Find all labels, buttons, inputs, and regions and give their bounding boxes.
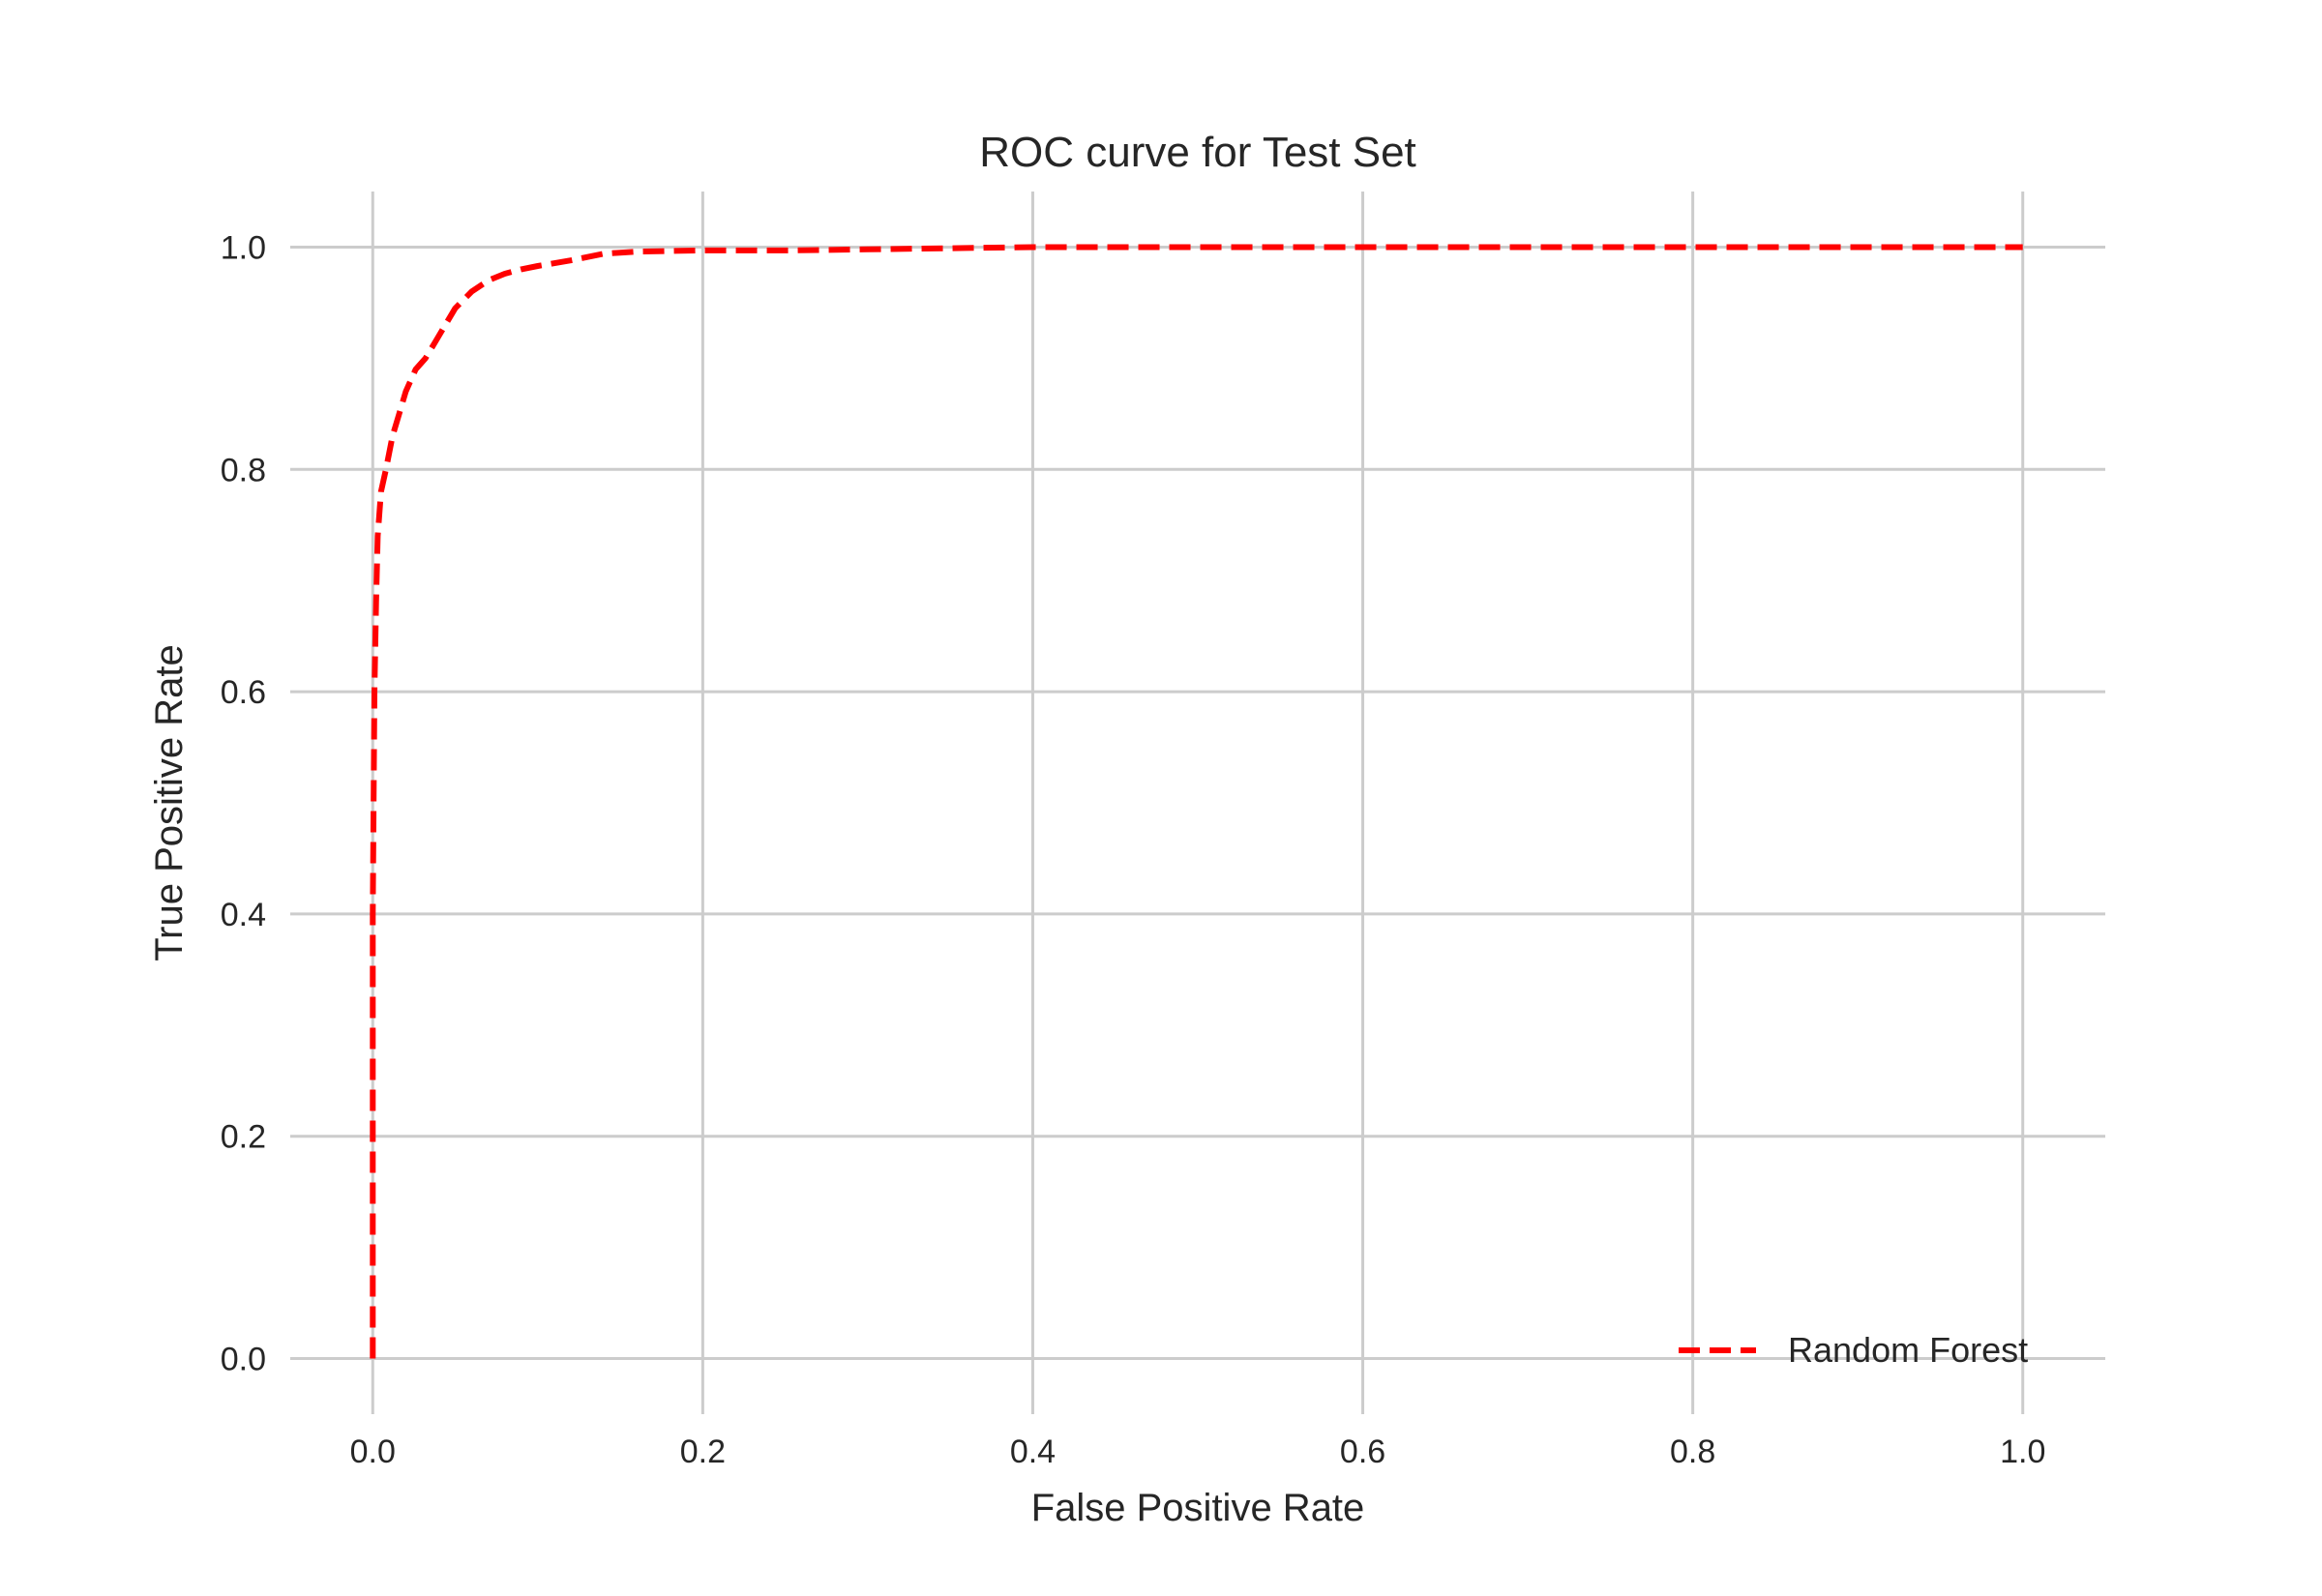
x-tick-label: 0.4	[1010, 1433, 1056, 1470]
legend-label: Random Forest	[1788, 1330, 2028, 1370]
x-axis-label: False Positive Rate	[1031, 1487, 1365, 1529]
x-tick-label: 0.8	[1670, 1433, 1715, 1470]
x-tick-label: 0.2	[680, 1433, 726, 1470]
y-tick-label: 1.0	[221, 229, 266, 266]
y-tick-label: 0.4	[221, 897, 266, 933]
y-axis-label: True Positive Rate	[148, 644, 191, 961]
series-layer	[370, 244, 2023, 1359]
y-tick-label: 0.2	[221, 1119, 266, 1156]
vertical-gridlines	[371, 192, 2025, 1414]
roc-curve-line	[370, 244, 2023, 1359]
y-tick-label: 0.6	[221, 674, 266, 711]
x-tick-label: 0.0	[350, 1433, 396, 1470]
legend: Random Forest	[1679, 1330, 2028, 1370]
y-tick-label: 0.0	[221, 1342, 266, 1378]
x-tick-label: 0.6	[1340, 1433, 1385, 1470]
y-tick-label: 0.8	[221, 452, 266, 488]
x-tick-labels: 0.0 0.2 0.4 0.6 0.8 1.0	[350, 1433, 2046, 1470]
x-tick-label: 1.0	[2000, 1433, 2045, 1470]
y-tick-labels: 0.0 0.2 0.4 0.6 0.8 1.0	[221, 229, 266, 1377]
chart-title: ROC curve for Test Set	[979, 129, 1416, 176]
